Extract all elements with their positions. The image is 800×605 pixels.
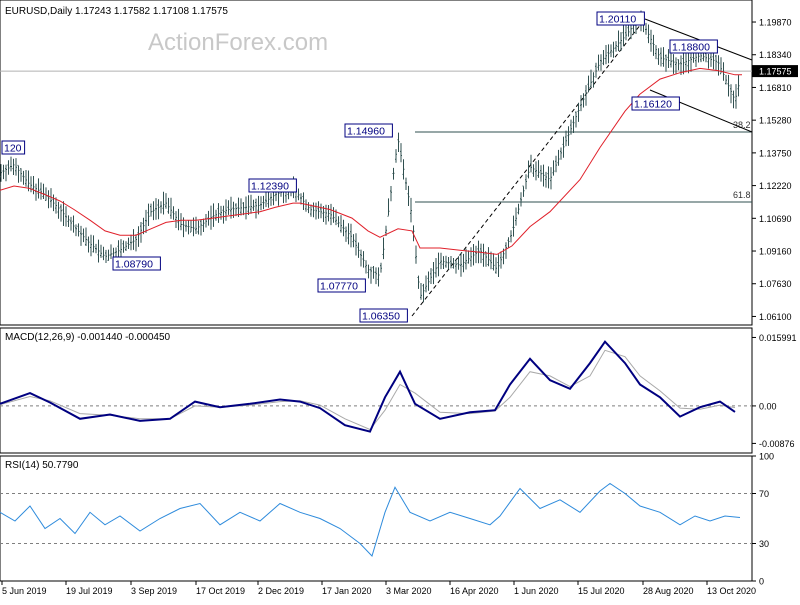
y-tick-label: 1.09160 — [759, 247, 792, 257]
annotation-box — [359, 308, 408, 323]
axes-layer: 1.19870 1.18340 1.16810 1.15280 1.13750 1.122… — [1, 18, 798, 596]
annotation-box — [112, 256, 161, 271]
y-tick-label: 0 — [759, 577, 764, 587]
annotation-box — [1, 140, 26, 155]
y-tick-label: 1.16810 — [759, 83, 792, 93]
annotation-label: 1.08790 — [115, 259, 153, 271]
price-layer: 38.2 61.8 1.20110 1.18800 1.16120 1.14960 1.12… — [0, 10, 753, 323]
annotation-box — [248, 178, 297, 193]
x-tick-label: 28 Aug 2020 — [643, 586, 694, 596]
fib-label: 38.2 — [733, 120, 751, 130]
annotation-label: 120 — [4, 143, 22, 155]
moving-average-line — [0, 67, 742, 255]
rsi-layer — [0, 482, 752, 557]
annotation-box — [669, 39, 718, 54]
x-tick-label: 17 Oct 2019 — [196, 586, 245, 596]
watermark: ActionForex.com — [148, 29, 328, 56]
macd-header: MACD(12,26,9) -0.001440 -0.000450 — [5, 332, 171, 343]
y-tick-label: 1.15280 — [759, 116, 792, 126]
macd-layer — [0, 340, 752, 433]
x-tick-label: 3 Sep 2019 — [131, 586, 177, 596]
last-price-tag — [752, 65, 798, 78]
price-header: EURUSD,Daily 1.17243 1.17582 1.17108 1.1… — [5, 6, 228, 17]
x-tick-label: 5 Jun 2019 — [2, 586, 47, 596]
annotation-label: 1.18800 — [672, 42, 710, 54]
x-tick-label: 16 Apr 2020 — [450, 586, 499, 596]
macd-panel — [0, 327, 753, 454]
x-tick-label: 19 Jul 2019 — [66, 586, 113, 596]
annotation-box — [596, 11, 645, 26]
rsi-header: RSI(14) 50.7790 — [5, 460, 79, 471]
annotation-label: 1.07770 — [320, 281, 358, 293]
y-tick-label: 70 — [759, 489, 769, 499]
y-tick-label: -0.00876 — [759, 439, 795, 449]
x-tick-label: 17 Jan 2020 — [322, 586, 372, 596]
annotation-label: 1.20110 — [599, 14, 636, 26]
annotation-box — [344, 123, 393, 138]
y-tick-label: 1.07630 — [759, 279, 792, 289]
annotation-label: 1.16120 — [634, 99, 672, 111]
y-tick-label: 1.19870 — [759, 18, 792, 28]
x-tick-label: 2 Dec 2019 — [258, 586, 304, 596]
annotation-box — [317, 278, 366, 293]
annotation-label: 1.14960 — [347, 126, 385, 138]
x-tick-label: 1 Jun 2020 — [514, 586, 559, 596]
annotation-label: 1.12390 — [251, 181, 289, 193]
x-tick-label: 15 Jul 2020 — [578, 586, 625, 596]
annotation-label: 1.06350 — [362, 311, 400, 323]
annotation-box — [631, 96, 680, 111]
fib-label: 61.8 — [733, 190, 751, 200]
y-tick-label: 30 — [759, 539, 769, 549]
x-tick-label: 13 Oct 2020 — [707, 586, 756, 596]
y-tick-label: 1.06100 — [759, 312, 792, 322]
y-tick-label: 1.13750 — [759, 148, 792, 158]
y-tick-label: 100 — [759, 452, 774, 462]
last-price-label: 1.17575 — [759, 67, 792, 77]
y-tick-label: 0.015991 — [759, 333, 797, 343]
macd-line — [0, 340, 736, 433]
y-tick-label: 1.12220 — [759, 181, 792, 191]
price-bars — [0, 10, 740, 303]
rsi-panel — [0, 455, 753, 582]
y-tick-label: 0.00 — [759, 401, 777, 411]
x-tick-label: 3 Mar 2020 — [386, 586, 432, 596]
y-tick-label: 1.10690 — [759, 214, 792, 224]
y-tick-label: 1.18340 — [759, 50, 792, 60]
rsi-line — [0, 482, 741, 557]
